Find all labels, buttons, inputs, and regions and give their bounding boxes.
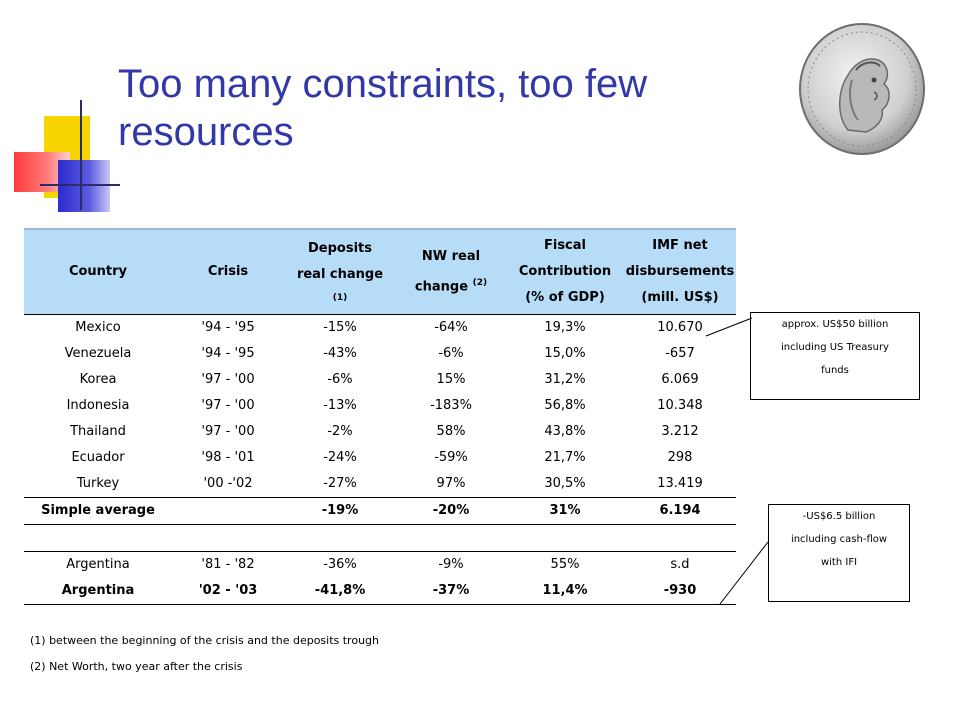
table-row: Korea '97 - '00 -6% 15% 31,2% 6.069 (24, 367, 736, 393)
cell: '97 - '00 (201, 424, 255, 439)
cell: 21,7% (544, 450, 586, 465)
footnote-2: (2) Net Worth, two year after the crisis (30, 660, 243, 673)
callout-line: -US$6.5 billion (802, 511, 876, 522)
cell: 56,8% (544, 398, 586, 413)
cell: 43,8% (544, 424, 586, 439)
cell: Thailand (70, 424, 126, 439)
cell: Venezuela (64, 346, 132, 361)
cell: '94 - '95 (201, 320, 255, 335)
cell: -24% (323, 450, 357, 465)
cell: 10.348 (657, 398, 703, 413)
header-imf-disbursements: IMF net disbursements (mill. US$) (625, 238, 735, 305)
callout-line: including cash-flow (790, 534, 888, 545)
cell: 13.419 (657, 476, 703, 491)
slide-title: Too many constraints, too few resources (118, 62, 648, 154)
cell: 30,5% (544, 476, 586, 491)
footnote-1: (1) between the beginning of the crisis … (30, 634, 379, 647)
table-row: Indonesia '97 - '00 -13% -183% 56,8% 10.348 (24, 393, 736, 419)
callout-line: including US Treasury (781, 342, 889, 353)
cell: -15% (323, 320, 357, 335)
callout-line: approx. US$50 billion (781, 319, 889, 330)
cell (172, 498, 284, 524)
cell: 97% (436, 476, 466, 491)
decor-vertical-line (80, 100, 82, 210)
callout-line: with IFI (820, 557, 858, 568)
decor-blue-square (58, 160, 110, 212)
cell: '97 - '00 (201, 372, 255, 387)
header-deposits: Deposits real change (1) (296, 241, 384, 303)
cell: -6% (438, 346, 464, 361)
cell: Argentina (61, 583, 135, 598)
header-crisis: Crisis (207, 264, 249, 279)
cell: '97 - '00 (201, 398, 255, 413)
cell: 3.212 (661, 424, 699, 439)
cell: '81 - '82 (201, 557, 255, 572)
table-row: Venezuela '94 - '95 -43% -6% 15,0% -657 (24, 341, 736, 367)
callout-line: funds (821, 365, 849, 376)
cell: -2% (327, 424, 353, 439)
cell: -37% (432, 583, 470, 598)
cell: -183% (430, 398, 472, 413)
cell: -59% (434, 450, 468, 465)
cell: Simple average (41, 503, 155, 518)
cell: Indonesia (66, 398, 130, 413)
table-row-argentina-02: Argentina '02 - '03 -41,8% -37% 11,4% -9… (24, 578, 736, 605)
callout-mexico: approx. US$50 billion including US Treas… (750, 312, 920, 400)
cell: 15,0% (544, 346, 586, 361)
table-row: Ecuador '98 - '01 -24% -59% 21,7% 298 (24, 445, 736, 471)
header-fiscal-contribution: Fiscal Contribution (% of GDP) (518, 238, 612, 305)
table-row: Mexico '94 - '95 -15% -64% 19,3% 10.670 (24, 315, 736, 341)
cell: 6.194 (659, 503, 701, 518)
cell: -20% (432, 503, 470, 518)
cell: '94 - '95 (201, 346, 255, 361)
cell: 298 (667, 450, 693, 465)
cell: -41,8% (314, 583, 366, 598)
header-country: Country (68, 264, 128, 279)
cell: 31,2% (544, 372, 586, 387)
cell: -657 (665, 346, 695, 361)
cell: Turkey (76, 476, 120, 491)
cell: -64% (434, 320, 468, 335)
cell: -6% (327, 372, 353, 387)
cell: Argentina (66, 557, 130, 572)
cell: Ecuador (71, 450, 125, 465)
cell: '98 - '01 (201, 450, 255, 465)
cell: -43% (323, 346, 357, 361)
cell: -27% (323, 476, 357, 491)
cell: s.d (670, 557, 690, 572)
table-header: Country Crisis Deposits real change (1) … (24, 228, 736, 315)
cell: 10.670 (657, 320, 703, 335)
cell: 55% (550, 557, 580, 572)
callout-argentina: -US$6.5 billion including cash-flow with… (768, 504, 910, 602)
cell: 15% (436, 372, 466, 387)
cell: 6.069 (661, 372, 699, 387)
cell: 19,3% (544, 320, 586, 335)
decor-horizontal-line (40, 184, 120, 186)
cell: '00 -'02 (203, 476, 253, 491)
coin-seal-icon (799, 23, 925, 155)
table-row-simple-average: Simple average -19% -20% 31% 6.194 (24, 497, 736, 525)
cell: -930 (663, 583, 697, 598)
table-row: Thailand '97 - '00 -2% 58% 43,8% 3.212 (24, 419, 736, 445)
cell: Mexico (75, 320, 121, 335)
cell: 31% (549, 503, 581, 518)
cell: 11,4% (542, 583, 588, 598)
header-nw-real-change: NW real change (2) (414, 248, 488, 295)
table-row: Turkey '00 -'02 -27% 97% 30,5% 13.419 (24, 471, 736, 497)
cell: -36% (323, 557, 357, 572)
cell: -19% (321, 503, 359, 518)
cell: 58% (436, 424, 466, 439)
crisis-comparison-table: Country Crisis Deposits real change (1) … (24, 228, 736, 605)
cell: '02 - '03 (198, 583, 258, 598)
cell: -13% (323, 398, 357, 413)
cell: Korea (79, 372, 117, 387)
cell: -9% (438, 557, 464, 572)
table-row-spacer (24, 525, 736, 552)
table-row-argentina-81: Argentina '81 - '82 -36% -9% 55% s.d (24, 552, 736, 578)
